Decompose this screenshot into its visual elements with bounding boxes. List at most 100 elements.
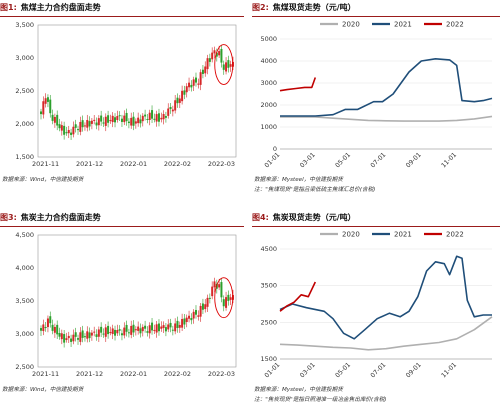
series-line-2020 [279,316,493,351]
panel-title: 图1: 焦煤主力合约盘面走势 [0,0,244,17]
candle-body [164,116,167,118]
candle-body [40,111,42,115]
candle-body [116,116,119,120]
candle-body [139,328,142,334]
candle-body [151,322,154,331]
plot-frame [37,24,237,158]
candle-body [60,333,63,340]
candle-body [81,120,84,128]
candle-body [77,129,80,131]
candle-body [167,108,170,116]
y-tick-label: 2,500 [15,363,34,371]
candle-body [67,335,70,339]
candle-body [88,332,91,339]
candle-body [213,281,216,288]
y-tick-label: 2,000 [15,120,34,128]
candle-body [211,52,214,60]
candle-body [74,124,77,128]
candle-body [53,116,56,123]
candle-body [141,115,144,122]
candle-body [116,330,119,334]
candle-body [155,324,158,333]
x-tick-label: 07-01 [370,151,388,169]
candle-body [120,333,123,336]
candle-body [56,324,59,335]
candle-body [141,326,144,332]
candle-body [58,333,61,337]
panel-title: 图2: 焦煤现货走势（元/吨） [252,0,500,17]
candle-body [102,122,105,124]
y-tick-label: 5000 [260,35,277,43]
candle-body [65,338,68,341]
candle-body [220,282,223,298]
candle-body [151,110,154,119]
candle-body [174,100,177,111]
candle-body [194,77,197,83]
candle-body [51,114,54,121]
candle-body [208,297,211,299]
candle-body [104,327,107,337]
candle-body [218,51,221,56]
series-line-2021 [280,58,493,117]
x-tick-label: 2022-01 [120,160,147,168]
candle-body [79,332,82,342]
candle-body [192,311,195,319]
y-tick-label: 3,000 [15,54,34,62]
x-tick-label: 05-01 [334,151,352,169]
candle-body [213,50,216,54]
candle-body [58,124,61,129]
candle-body [185,317,188,322]
y-tick-label: 4000 [260,57,277,65]
panel-title: 图3: 焦炭主力合约盘面走势 [0,210,244,227]
figure-number: 图3: [0,213,17,222]
candle-body [70,132,73,135]
candle-body [104,116,107,126]
candle-body [120,118,123,122]
candle-body [183,318,186,325]
legend-label: 2022 [446,231,464,239]
candle-body [49,99,52,114]
x-tick-label: 01-01 [264,361,282,379]
y-tick-label: 4,000 [15,264,34,272]
candle-body [132,324,135,333]
figure-title: 焦炭主力合约盘面走势 [20,213,101,222]
candle-body [171,109,174,112]
candle-body [44,326,47,329]
figure-title: 焦炭现货走势（元/吨） [272,213,356,222]
x-tick-label: 03-01 [299,151,317,169]
candle-body [211,286,214,297]
candle-body [97,118,100,126]
candle-body [139,119,142,124]
candle-body [222,299,225,307]
candle-body [162,113,165,120]
candle-body [123,115,126,123]
candle-body [79,121,82,132]
x-tick-label: 2021-11 [32,370,59,378]
x-tick-label: 2022-02 [164,370,191,378]
candle-body [155,114,158,122]
candle-body [199,72,202,85]
panel-title: 图4: 焦炭现货走势（元/吨） [252,210,500,227]
candle-body [146,118,149,120]
series-line-2021 [279,255,492,340]
legend-label: 2021 [394,231,412,239]
y-tick-label: 2,500 [15,87,34,95]
candle-body [72,334,75,342]
candle-body [225,297,228,308]
candle-body [70,338,73,342]
candle-body [229,64,232,67]
candle-body [194,310,197,315]
candle-body [123,327,126,336]
candle-body [63,125,66,135]
candle-body [88,121,91,127]
candle-body [137,326,140,331]
candle-body [153,329,156,331]
candle-body [222,64,225,70]
footnote: 注："焦煤现货"是指吕梁低硫主焦煤汇总价(含税) [254,187,376,193]
chart-coking-coal-spot: 5000 4000 3000 2000 1000 001-01 03-01 05-01 07-0… [260,21,493,169]
candle-body [130,325,133,335]
candle-body [206,58,209,70]
candle-body [197,83,200,85]
series-line-2020 [280,115,493,122]
